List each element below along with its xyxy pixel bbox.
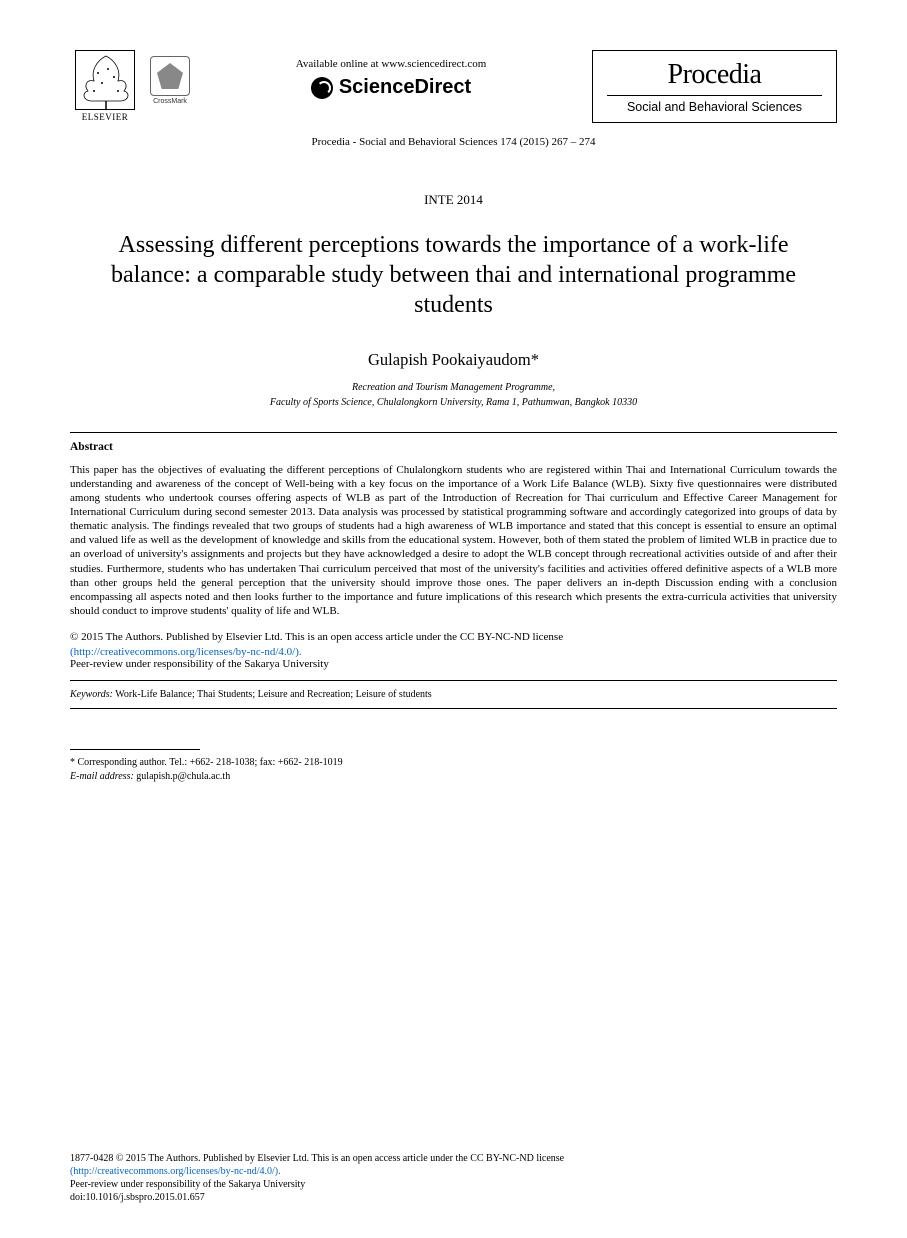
keywords-label: Keywords: <box>70 689 113 700</box>
header-row: ELSEVIER CrossMark Available online at w… <box>70 50 837 130</box>
affiliation-line-2: Faculty of Sports Science, Chulalongkorn… <box>70 397 837 408</box>
crossmark-icon <box>150 56 190 96</box>
abstract-body: This paper has the objectives of evaluat… <box>70 463 837 618</box>
abstract-heading: Abstract <box>70 441 837 453</box>
journal-box: Procedia Social and Behavioral Sciences <box>592 50 837 123</box>
center-header: Available online at www.sciencedirect.co… <box>190 50 592 117</box>
email-label: E-mail address: <box>70 771 134 782</box>
rule-below-keywords <box>70 708 837 709</box>
footer-issn-line: 1877-0428 © 2015 The Authors. Published … <box>70 1152 837 1165</box>
sciencedirect-label: ScienceDirect <box>339 76 471 99</box>
left-logos: ELSEVIER CrossMark <box>70 50 190 130</box>
page-footer: 1877-0428 © 2015 The Authors. Published … <box>70 1152 837 1204</box>
author-name: Gulapish Pookaiyaudom* <box>70 350 837 370</box>
affiliation-line-1: Recreation and Tourism Management Progra… <box>70 382 837 393</box>
sciencedirect-row: ScienceDirect <box>190 76 592 99</box>
sciencedirect-icon <box>311 77 333 99</box>
keywords-line: Keywords: Work-Life Balance; Thai Studen… <box>70 689 837 700</box>
elsevier-tree-icon <box>75 50 135 110</box>
elsevier-label: ELSEVIER <box>82 112 129 122</box>
crossmark-label: CrossMark <box>153 98 187 105</box>
email-line: E-mail address: gulapish.p@chula.ac.th <box>70 770 837 784</box>
journal-title: Procedia <box>607 61 822 89</box>
elsevier-logo: ELSEVIER <box>70 50 140 130</box>
email-value: gulapish.p@chula.ac.th <box>134 771 230 782</box>
license-link[interactable]: (http://creativecommons.org/licenses/by-… <box>70 646 837 658</box>
copyright-line: © 2015 The Authors. Published by Elsevie… <box>70 630 837 644</box>
rule-above-keywords <box>70 680 837 681</box>
peer-review-line: Peer-review under responsibility of the … <box>70 658 837 670</box>
footer-license-link[interactable]: (http://creativecommons.org/licenses/by-… <box>70 1165 837 1178</box>
doi-line: doi:10.1016/j.sbspro.2015.01.657 <box>70 1191 837 1204</box>
journal-subtitle: Social and Behavioral Sciences <box>607 95 822 114</box>
footnote-rule <box>70 749 200 750</box>
corresponding-author-line: * Corresponding author. Tel.: +662- 218-… <box>70 756 837 770</box>
keywords-text: Work-Life Balance; Thai Students; Leisur… <box>113 689 432 700</box>
citation-line: Procedia - Social and Behavioral Science… <box>70 136 837 148</box>
footer-peer-review: Peer-review under responsibility of the … <box>70 1178 837 1191</box>
footnote-block: * Corresponding author. Tel.: +662- 218-… <box>70 756 837 784</box>
available-online-text: Available online at www.sciencedirect.co… <box>190 58 592 70</box>
tree-icon <box>76 51 136 111</box>
paper-title: Assessing different perceptions towards … <box>70 230 837 320</box>
conference-name: INTE 2014 <box>70 192 837 208</box>
crossmark-badge[interactable]: CrossMark <box>150 56 190 105</box>
rule-above-abstract <box>70 432 837 433</box>
